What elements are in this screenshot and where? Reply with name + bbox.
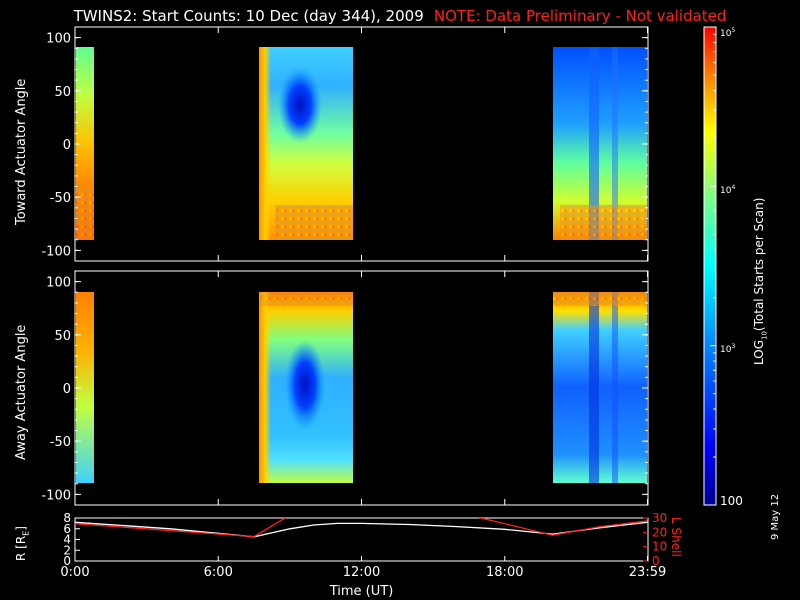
panel-toward-block-mid-core [278, 67, 322, 143]
toward-ytick-label: 0 [63, 138, 71, 153]
toward-ytick-label: -50 [50, 191, 71, 206]
xtick-label: 12:00 [343, 565, 380, 580]
r-ytick-label: 8 [63, 511, 71, 525]
r-axis-label-sub: E [21, 530, 31, 536]
note-text: NOTE: Data Preliminary - Not validated [433, 7, 727, 25]
lshell-series-line [75, 518, 287, 538]
lshell-ytick-label: 20 [652, 525, 667, 539]
colorbar-gradient [703, 26, 717, 506]
toward-ytick-label: 100 [46, 32, 71, 47]
colorbar-tick-1e3-exp: 3 [731, 343, 736, 350]
away-ytick-label: 50 [54, 329, 71, 344]
panel1-ylabel: Toward Actuator Angle [14, 78, 29, 225]
away-ytick-label: 0 [63, 382, 71, 397]
r-ytick-label: 6 [63, 522, 71, 536]
colorbar-tick-1e5: 105 [720, 27, 735, 39]
colorbar-label-log: LOG [752, 339, 766, 365]
colorbar-tick-1e3: 103 [720, 343, 735, 355]
xtick-label: 6:00 [204, 565, 233, 580]
panel-toward-block-mid-noise [275, 205, 353, 240]
lshell-ytick-label: 0 [652, 554, 660, 568]
toward-ytick-label: 50 [54, 85, 71, 100]
colorbar-label-rest: (Total Starts per Scan) [752, 197, 766, 332]
colorbar-tick-1e3-base: 10 [720, 345, 732, 355]
r-ytick-label: 2 [63, 543, 71, 557]
away-ytick-label: 100 [46, 276, 71, 291]
colorbar-tick-1e5-exp: 5 [731, 27, 736, 34]
r-axis-label-end: ] [14, 526, 28, 531]
panel2-ylabel: Away Actuator Angle [14, 324, 29, 460]
date-stamp: 9 May 12 [770, 493, 781, 540]
r-axis-label: R [RE] [14, 526, 30, 561]
colorbar-tick-1e4-exp: 4 [731, 184, 736, 191]
lshell-ytick-label: 10 [652, 540, 667, 554]
xtick-label: 18:00 [486, 565, 523, 580]
lshell-ytick-label: 30 [652, 511, 667, 525]
colorbar-tick-1e4-base: 10 [720, 186, 732, 196]
away-ytick-label: -100 [41, 488, 71, 503]
lshell-axis-label: L Shell [669, 517, 683, 557]
panel-orbit-frame [74, 517, 649, 562]
lshell-series-line [478, 518, 648, 536]
colorbar [703, 26, 717, 506]
colorbar-tick-1e4: 104 [720, 184, 735, 196]
r-series-line [75, 521, 648, 538]
xtick-label: 23:59 [629, 565, 666, 580]
x-axis-label: Time (UT) [329, 584, 394, 599]
panel-away-block-mid-edge [259, 292, 271, 483]
away-ytick-label: -50 [50, 435, 71, 450]
panel-away-block-right-noise [553, 292, 647, 306]
panel-away [74, 270, 649, 506]
r-ytick-label: 4 [63, 533, 71, 547]
panel-toward [74, 26, 649, 262]
panel-toward-stripe-2 [612, 47, 618, 240]
panel-away-block-right [553, 292, 647, 483]
colorbar-label: LOG10(Total Starts per Scan) [752, 198, 768, 365]
panel-away-block-edge [76, 292, 94, 483]
r-ytick-label: 0 [63, 554, 71, 568]
panel-away-block-mid-core [285, 340, 325, 430]
colorbar-tick-1e5-base: 10 [720, 29, 732, 39]
panel-toward-block-mid-edge [259, 47, 271, 240]
xtick-label: 0:00 [60, 565, 89, 580]
panel-orbit [74, 517, 649, 562]
panel-toward-stripe-1 [589, 47, 599, 240]
toward-ytick-label: -100 [41, 244, 71, 259]
chart-title: TWINS2: Start Counts: 10 Dec (day 344), … [0, 6, 800, 25]
panel-away-stripe-2 [612, 292, 618, 483]
r-axis-label-text: R [R [14, 535, 28, 561]
panel-toward-block-edge-noise [76, 188, 94, 240]
title-text: TWINS2: Start Counts: 10 Dec (day 344), … [73, 7, 424, 25]
colorbar-tick-100: 100 [720, 494, 743, 508]
colorbar-label-sub: 10 [760, 331, 769, 340]
panel-toward-block-right-noise [560, 205, 647, 240]
panel-away-block-mid-noise [259, 292, 353, 306]
panel-away-stripe-1 [589, 292, 599, 483]
